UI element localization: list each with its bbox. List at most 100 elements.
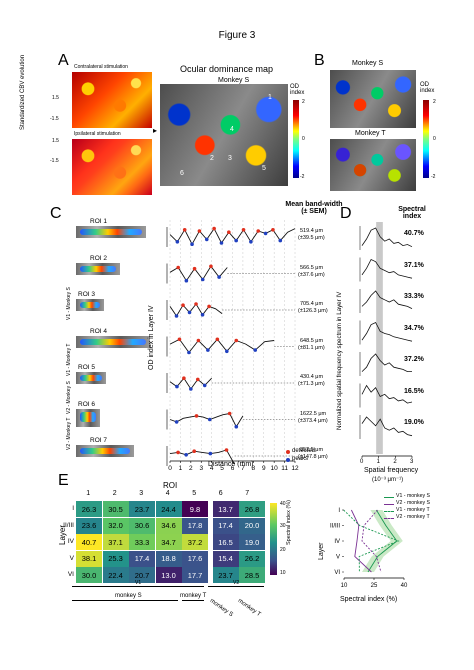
spectrum-line [361, 290, 413, 309]
detected-peak-max [176, 265, 180, 270]
heatmap-cell: 19.0 [239, 534, 265, 550]
detected-peak-max [194, 302, 198, 306]
detected-peak-max [196, 338, 201, 343]
od-map-image [160, 84, 288, 186]
heatmap-col-label: 7 [245, 490, 250, 497]
od-index-traces-chart: 0 1 2 3 4 5 6 7 8 9 10 11 12 [166, 220, 299, 472]
od-traces-xlabel: Distance (mm) [208, 461, 254, 468]
group-label-v1-monkey-s: V1 - Monkey S [66, 287, 72, 320]
heatmap-row-label: V [69, 554, 74, 562]
panel-b-monkey-s: Monkey S [352, 60, 384, 67]
detected-peak-min [187, 350, 191, 355]
trace-xtick-label: 0 [168, 465, 172, 472]
lineplot-series [367, 509, 398, 573]
bandwidth-sem: (±37.6 μm) [298, 271, 325, 278]
panel-b-monkey-t: Monkey T [355, 130, 386, 137]
heatmap-cell: 23.7 [129, 501, 155, 517]
od-tick-b-bot: -2 [431, 174, 436, 180]
bandwidth-value: 519.4 μm [300, 228, 324, 234]
detected-peak-min [234, 238, 238, 243]
detected-peak-min [175, 384, 179, 389]
od-map-roi-6: 6 [180, 170, 184, 177]
spectrum-line [361, 227, 413, 248]
spectral-index-value: 16.5% [404, 387, 424, 395]
detected-peak-min [217, 275, 221, 279]
spectrum-line [361, 384, 413, 404]
heatmap-col-label: 6 [218, 490, 223, 497]
bandwidth-sem: (±126.3 μm) [298, 308, 328, 314]
roi-thumbnail-strip [80, 229, 142, 235]
panel-c-letter: C [50, 205, 62, 222]
cbv-tick-bottom-2: -1.5 [50, 158, 59, 164]
heatmap-cell: 15.4 [212, 550, 239, 567]
detected-peak-min [204, 237, 209, 242]
heatmap-cell: 22.4 [102, 567, 129, 583]
heatmap-cbar-tick-30: 30 [280, 523, 286, 529]
spectra-xunit: (10⁻³ μm⁻¹) [372, 477, 404, 483]
trace-xtick-label: 1 [179, 465, 183, 472]
od-tick-a-top: 2 [302, 99, 305, 105]
heatmap-col-label: 3 [139, 490, 144, 497]
od-trace-line [169, 338, 275, 354]
od-index-label-b: OD index [420, 82, 435, 94]
lineplot-legend-label: V1 - monkey T [396, 507, 430, 513]
od-tick-a-bot: -2 [300, 174, 305, 180]
detected-peak-max [209, 264, 213, 269]
spectra-ylabel: Normalized spatial frequency spectrum in… [336, 291, 343, 430]
roi-thumbnail-strip [80, 411, 96, 422]
heatmap-cell: 30.6 [129, 517, 155, 534]
detected-peak-max [176, 450, 180, 455]
heatmap-cell: 17.7 [182, 567, 208, 583]
heatmap-cell: 26.2 [239, 550, 265, 567]
detected-peak-max [227, 411, 232, 416]
panel-c-header: Mean band-width (± SEM) [285, 201, 343, 215]
bracket-v2 [208, 586, 264, 587]
bandwidth-sem: (±81.1 μm) [298, 344, 325, 351]
spectral-index-value: 34.7% [404, 324, 424, 332]
od-map-roi-1: 1 [268, 94, 272, 101]
trace-xtick-label: 11 [281, 465, 288, 472]
heatmap-col-label: 1 [86, 490, 91, 497]
group-label-v2-monkey-t: V2 - Monkey T [66, 417, 72, 450]
od-colorbar-a [293, 100, 299, 178]
bandwidth-sem: (±147.8 μm) [298, 454, 328, 460]
spectrum-line [361, 416, 413, 437]
trace-xtick-label: 3 [199, 465, 203, 472]
roi-thumb-label: ROI 1 [90, 218, 107, 225]
heatmap-cell: 37.1 [102, 534, 129, 550]
trace-xtick-label: 8 [252, 465, 256, 472]
roi-thumb-label: ROI 3 [78, 291, 95, 298]
roi-thumbnail-image [76, 372, 106, 384]
roi-thumb-label: ROI 5 [78, 364, 95, 371]
detected-peak-min [189, 387, 193, 391]
heatmap-cell: 17.4 [212, 517, 239, 534]
heatmap-cell: 17.6 [182, 550, 208, 567]
cbv-axis-label: Standardized CBV evolution [20, 54, 26, 130]
lineplot-legend-swatch [384, 518, 394, 519]
bracket-monkey-s-label: monkey S [115, 593, 142, 599]
bracket-v1 [72, 586, 204, 587]
spectra-peak-band [376, 222, 383, 454]
heatmap-cell: 18.8 [155, 550, 182, 567]
lineplot-xlabel: Spectral index (%) [340, 596, 398, 603]
heatmap-cell: 23.7 [212, 567, 239, 583]
heatmap-cell: 32.0 [102, 517, 129, 534]
detected-peak-min [187, 310, 192, 315]
spectral-index-value: 19.0% [404, 419, 424, 426]
detected-peak-min [174, 420, 179, 424]
detected-peak-min [253, 348, 258, 352]
lineplot-series [350, 509, 372, 573]
bracket-monkey-t-label: monkey T [180, 593, 207, 599]
od-colorbar-b [423, 100, 429, 178]
trace-xtick-label: 6 [231, 465, 235, 472]
lineplot-xtick-label: 40 [401, 583, 408, 589]
heatmap-colorbar [270, 503, 277, 575]
heatmap-cell: 9.8 [182, 501, 208, 517]
figure-title: Figure 3 [218, 30, 256, 41]
detected-peak-max [241, 228, 246, 232]
od-trace-line [169, 227, 296, 246]
detected-peak-max [182, 228, 187, 232]
od-map-roi-5: 5 [262, 165, 266, 172]
lineplot-legend-label: V1 - monkey S [396, 493, 431, 499]
panel-e-letter: E [58, 472, 69, 489]
